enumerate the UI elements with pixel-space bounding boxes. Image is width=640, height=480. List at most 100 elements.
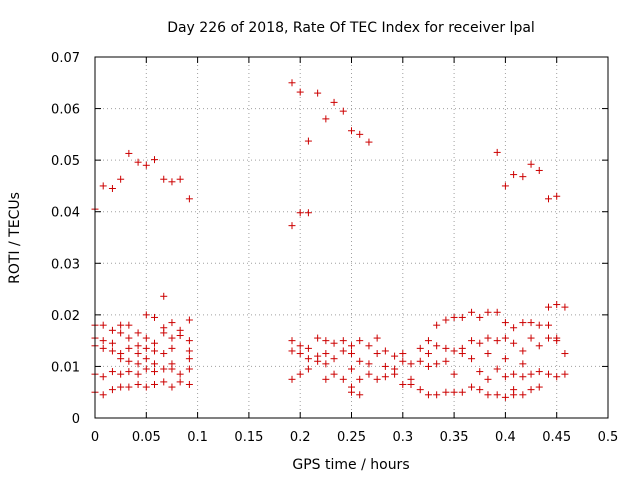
data-point: [493, 365, 501, 373]
data-point: [348, 350, 355, 358]
data-point: [416, 386, 424, 394]
data-point: [510, 324, 518, 332]
data-point: [373, 350, 381, 358]
data-point: [185, 337, 193, 345]
data-point: [365, 138, 373, 146]
data-point: [151, 156, 159, 164]
data-point: [391, 370, 399, 378]
data-point: [108, 386, 116, 394]
data-point: [314, 334, 322, 342]
data-point: [458, 313, 466, 321]
data-point: [125, 321, 133, 329]
data-point: [134, 329, 142, 337]
data-point: [117, 329, 125, 337]
data-point: [476, 386, 484, 394]
data-point: [501, 182, 509, 190]
x-tick-label: 0.3: [392, 430, 413, 445]
x-tick-label: 0.15: [234, 430, 263, 445]
data-point: [322, 115, 330, 123]
data-point: [185, 355, 193, 363]
data-point: [381, 347, 389, 355]
data-point: [160, 378, 168, 386]
data-point: [117, 355, 125, 363]
data-point: [510, 370, 518, 378]
y-tick-label: 0.03: [51, 257, 80, 272]
data-point: [125, 368, 133, 376]
data-point: [348, 388, 355, 396]
data-point: [468, 355, 476, 363]
data-point: [108, 326, 116, 334]
data-point: [142, 355, 150, 363]
data-point: [99, 182, 107, 190]
data-point: [381, 362, 389, 370]
data-point: [176, 370, 184, 378]
data-point: [527, 160, 535, 168]
data-point: [160, 175, 168, 183]
data-point: [151, 380, 159, 388]
x-axis-title: GPS time / hours: [292, 457, 409, 473]
data-point: [330, 355, 338, 363]
data-point: [424, 362, 432, 370]
x-tick-label: 0.5: [598, 430, 619, 445]
plot-frame: [94, 56, 609, 419]
data-point: [561, 350, 569, 358]
data-point: [544, 321, 552, 329]
x-tick-label: 0.25: [337, 430, 366, 445]
data-point: [468, 308, 476, 316]
data-point: [424, 337, 432, 345]
data-point: [399, 350, 407, 358]
data-point: [288, 222, 296, 230]
data-point: [304, 355, 312, 363]
data-point: [117, 321, 125, 329]
data-point: [168, 334, 176, 342]
data-point: [544, 334, 552, 342]
data-point: [476, 339, 484, 347]
data-point: [314, 357, 322, 365]
data-point: [519, 373, 527, 381]
data-point: [365, 370, 373, 378]
data-point: [134, 370, 142, 378]
data-point: [168, 365, 176, 373]
data-point: [108, 347, 116, 355]
data-point: [185, 365, 193, 373]
data-point: [433, 321, 441, 329]
data-point: [458, 350, 466, 358]
data-point: [450, 347, 458, 355]
data-point: [450, 388, 458, 396]
data-point: [553, 337, 561, 345]
data-point: [330, 339, 338, 347]
data-point: [373, 375, 381, 383]
data-point: [151, 313, 159, 321]
data-point: [134, 342, 142, 350]
x-tick-label: 0.4: [495, 430, 516, 445]
data-point: [168, 383, 176, 391]
data-point: [561, 370, 569, 378]
data-point: [99, 373, 107, 381]
data-point: [519, 347, 527, 355]
data-point: [424, 391, 432, 399]
data-point: [450, 313, 458, 321]
data-point: [304, 365, 312, 373]
y-tick-label: 0.07: [51, 51, 80, 66]
x-tick-label: 0.05: [132, 430, 161, 445]
data-point: [399, 380, 407, 388]
data-point: [365, 342, 373, 350]
data-point: [168, 319, 176, 327]
data-point: [356, 391, 364, 399]
data-point: [108, 339, 116, 347]
data-point: [330, 370, 338, 378]
data-point: [391, 352, 399, 360]
data-point: [544, 303, 552, 311]
data-point: [484, 391, 492, 399]
data-point: [416, 344, 424, 352]
data-point: [117, 383, 125, 391]
data-point: [442, 388, 450, 396]
data-point: [288, 347, 296, 355]
data-point: [185, 195, 193, 203]
data-point: [322, 350, 330, 358]
data-point: [544, 195, 552, 203]
data-point: [288, 375, 296, 383]
data-point: [433, 342, 441, 350]
data-point: [484, 350, 492, 358]
data-point: [356, 375, 364, 383]
